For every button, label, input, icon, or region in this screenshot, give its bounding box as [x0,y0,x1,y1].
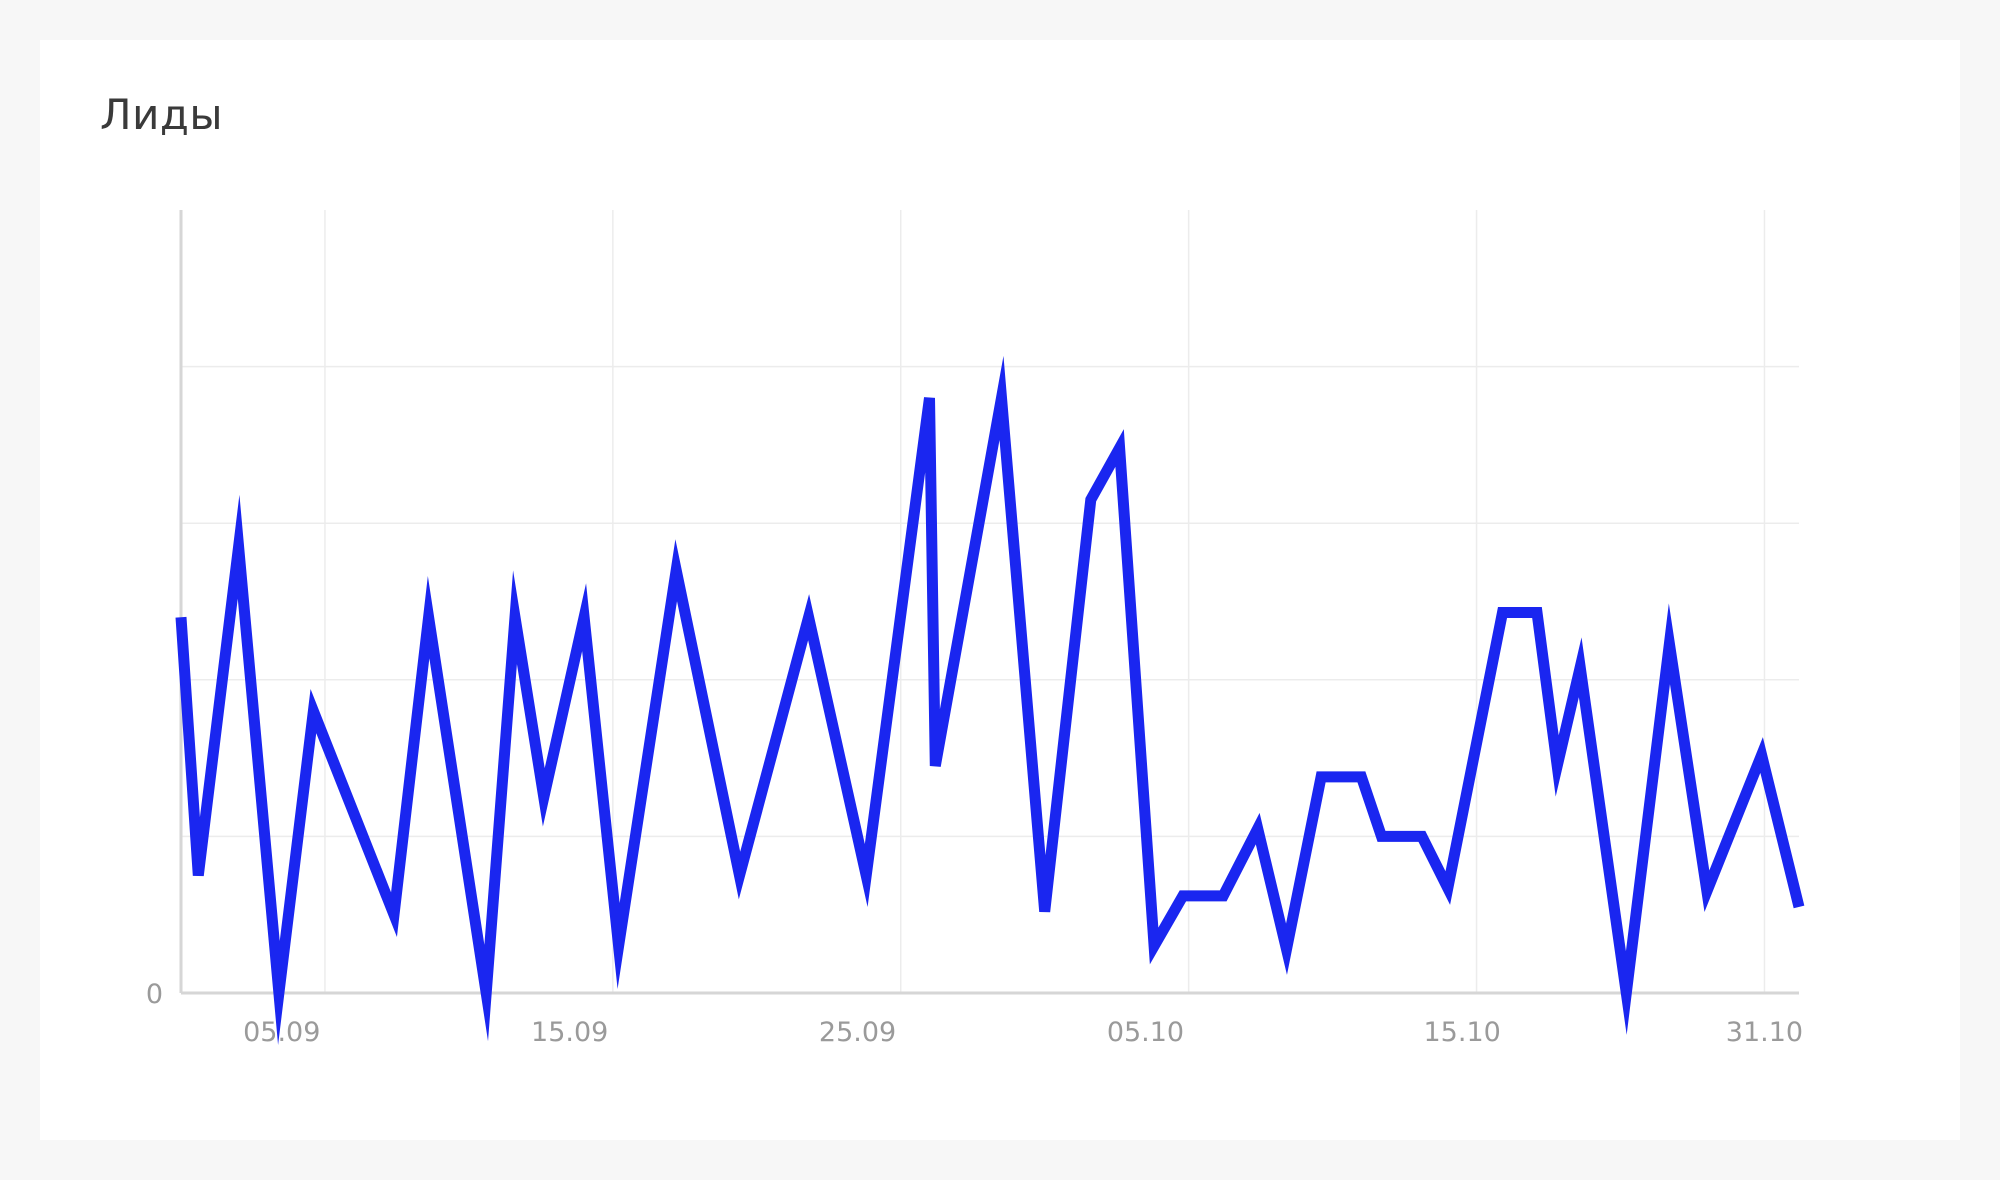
leads-card: Лиды 0 05.09 15.09 25.09 05.10 15.10 31.10 [40,40,1960,1140]
x-tick-label: 15.09 [531,1017,608,1048]
x-tick-label: 05.10 [1107,1017,1184,1048]
y-tick-label: 0 [146,979,163,1010]
series-line-0 [175,355,1805,1046]
chart-ticks: 0 05.09 15.09 25.09 05.10 15.10 31.10 [146,979,1803,1048]
x-tick-label: 31.10 [1726,1017,1803,1048]
leads-line-chart: 0 05.09 15.09 25.09 05.10 15.10 31.10 [146,210,1805,1048]
x-tick-label: 15.10 [1424,1017,1501,1048]
chart-axes [179,210,1799,995]
x-tick-label: 25.09 [819,1017,896,1048]
chart-grid [181,210,1799,993]
chart-title: Лиды [100,90,224,139]
x-tick-label: 05.09 [243,1017,320,1048]
chart-series [175,355,1805,1046]
